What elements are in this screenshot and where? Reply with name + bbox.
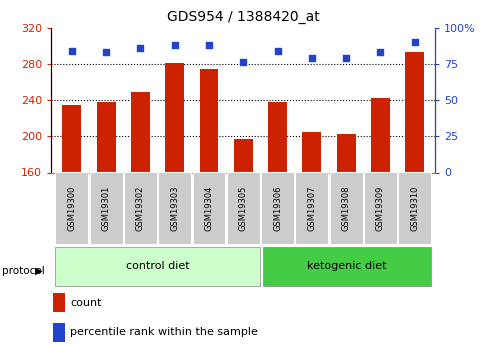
FancyBboxPatch shape bbox=[192, 171, 225, 244]
FancyBboxPatch shape bbox=[55, 247, 259, 286]
Point bbox=[410, 39, 418, 45]
FancyBboxPatch shape bbox=[261, 171, 293, 244]
Title: GDS954 / 1388420_at: GDS954 / 1388420_at bbox=[166, 10, 319, 24]
Text: GSM19304: GSM19304 bbox=[204, 185, 213, 230]
Bar bbox=[199, 69, 218, 172]
Text: GSM19300: GSM19300 bbox=[67, 185, 76, 230]
Point bbox=[342, 55, 349, 61]
Point bbox=[376, 49, 384, 55]
Text: GSM19305: GSM19305 bbox=[238, 185, 247, 230]
Text: GSM19302: GSM19302 bbox=[136, 185, 144, 230]
FancyBboxPatch shape bbox=[363, 171, 396, 244]
Bar bbox=[97, 102, 115, 172]
FancyBboxPatch shape bbox=[226, 171, 259, 244]
FancyBboxPatch shape bbox=[295, 171, 327, 244]
Bar bbox=[233, 139, 252, 172]
Point bbox=[136, 45, 144, 51]
FancyBboxPatch shape bbox=[90, 171, 122, 244]
FancyBboxPatch shape bbox=[397, 171, 430, 244]
Text: GSM19303: GSM19303 bbox=[170, 185, 179, 230]
FancyBboxPatch shape bbox=[124, 171, 157, 244]
FancyBboxPatch shape bbox=[329, 171, 362, 244]
Text: GSM19306: GSM19306 bbox=[272, 185, 282, 230]
Bar bbox=[336, 134, 355, 172]
Bar bbox=[370, 98, 389, 172]
Text: count: count bbox=[70, 298, 101, 308]
Text: protocol: protocol bbox=[2, 266, 45, 276]
FancyBboxPatch shape bbox=[55, 171, 88, 244]
Text: percentile rank within the sample: percentile rank within the sample bbox=[70, 327, 257, 337]
Bar bbox=[62, 105, 81, 172]
Text: ▶: ▶ bbox=[35, 266, 42, 276]
Point bbox=[68, 48, 76, 53]
Bar bbox=[405, 52, 423, 172]
Text: GSM19307: GSM19307 bbox=[306, 185, 316, 230]
Text: GSM19310: GSM19310 bbox=[409, 185, 418, 230]
Point bbox=[102, 49, 110, 55]
Text: control diet: control diet bbox=[125, 261, 189, 270]
Point bbox=[239, 60, 247, 65]
Point bbox=[307, 55, 315, 61]
Text: GSM19301: GSM19301 bbox=[102, 185, 110, 230]
FancyBboxPatch shape bbox=[158, 171, 191, 244]
Point bbox=[170, 42, 178, 48]
Bar bbox=[165, 63, 184, 172]
Point bbox=[273, 48, 281, 53]
Text: GSM19308: GSM19308 bbox=[341, 185, 350, 230]
Point bbox=[204, 42, 212, 48]
Bar bbox=[302, 132, 321, 172]
Bar bbox=[131, 92, 150, 172]
Text: GSM19309: GSM19309 bbox=[375, 185, 384, 230]
Bar bbox=[267, 102, 286, 172]
FancyBboxPatch shape bbox=[262, 247, 430, 286]
Text: ketogenic diet: ketogenic diet bbox=[306, 261, 386, 270]
